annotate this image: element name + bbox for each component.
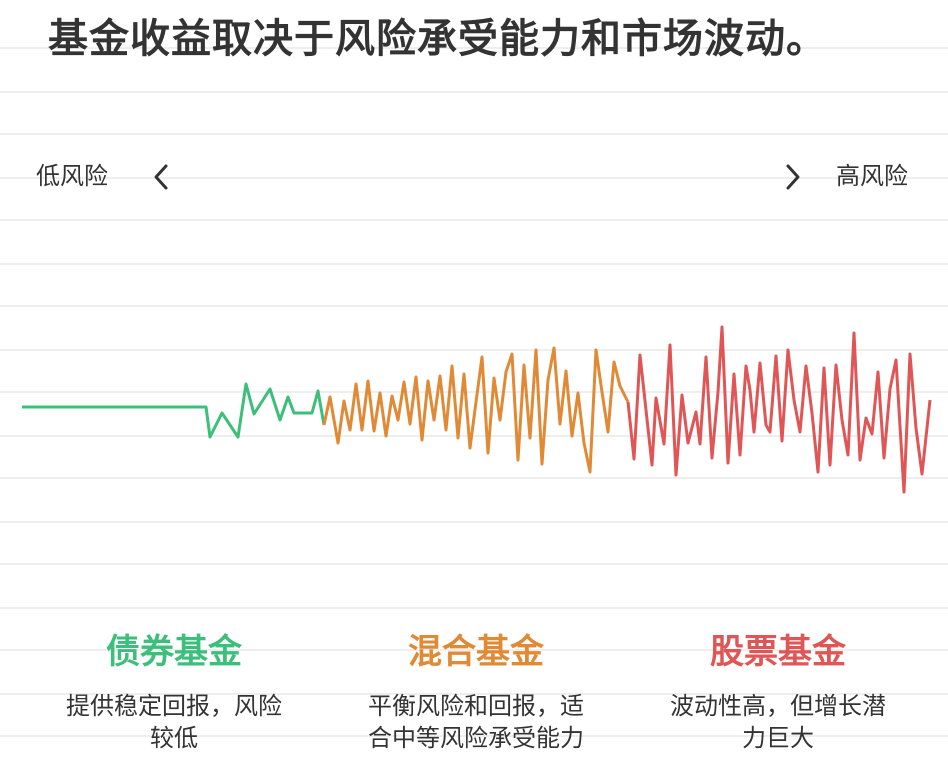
bond-fund-desc-line1: 提供稳定回报，风险 <box>66 692 282 720</box>
stock-fund-desc-line2: 力巨大 <box>742 724 814 752</box>
mixed-fund-desc-line2: 合中等风险承受能力 <box>368 724 584 752</box>
stock-fund-desc-line1: 波动性高，但增长潜 <box>670 692 886 720</box>
chevron-left-icon[interactable] <box>150 162 172 192</box>
low-risk-label: 低风险 <box>36 162 108 190</box>
mixed-fund-title: 混合基金 <box>408 632 544 672</box>
chevron-right-icon[interactable] <box>782 162 804 192</box>
stock-wave-line <box>626 325 932 494</box>
stock-fund-title: 股票基金 <box>710 632 846 672</box>
mixed-wave-line <box>322 346 630 474</box>
bond-wave-line <box>22 382 326 439</box>
bond-fund-desc-line2: 较低 <box>150 724 198 752</box>
volatility-wave <box>22 325 932 494</box>
mixed-fund-desc-line1: 平衡风险和回报，适 <box>368 692 584 720</box>
page-title: 基金收益取决于风险承受能力和市场波动。 <box>48 16 827 62</box>
mixed-fund-description: 平衡风险和回报，适 合中等风险承受能力 <box>346 690 606 754</box>
bond-fund-title: 债券基金 <box>106 632 242 672</box>
high-risk-label: 高风险 <box>836 162 908 190</box>
bond-fund-description: 提供稳定回报，风险 较低 <box>44 690 304 754</box>
stock-fund-description: 波动性高，但增长潜 力巨大 <box>648 690 908 754</box>
